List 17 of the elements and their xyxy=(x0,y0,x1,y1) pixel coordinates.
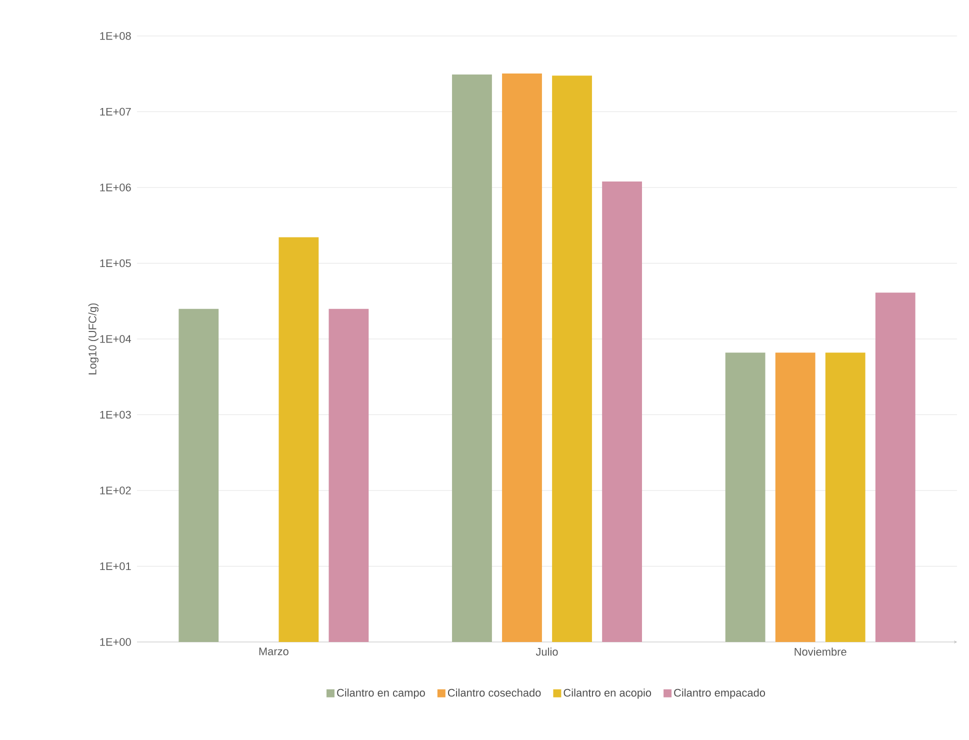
x-tick-label: Marzo xyxy=(259,648,288,656)
y-tick-label: 1E+03 xyxy=(100,410,131,419)
y-tick-label: 1E+06 xyxy=(100,184,131,192)
legend-label: Cilantro empacado xyxy=(674,688,766,699)
y-tick-label: 1E+02 xyxy=(100,486,131,494)
legend-label: Cilantro en campo xyxy=(337,688,425,699)
y-tick-label: 1E+08 xyxy=(100,32,131,40)
y-tick-label: 1E+07 xyxy=(100,108,131,116)
y-tick-label: 1E+05 xyxy=(100,259,131,268)
legend-label: Cilantro en acopio xyxy=(564,688,652,699)
x-tick-label: Noviembre xyxy=(794,648,846,656)
y-tick-label: 1E+01 xyxy=(100,562,131,570)
x-tick-label: Julio xyxy=(536,648,558,656)
y-tick-label: 1E+00 xyxy=(100,638,131,646)
y-axis-title: Log10 (UFC/g) xyxy=(88,303,99,374)
legend-label: Cilantro cosechado xyxy=(448,688,541,697)
y-tick-label: 1E+04 xyxy=(100,335,132,343)
